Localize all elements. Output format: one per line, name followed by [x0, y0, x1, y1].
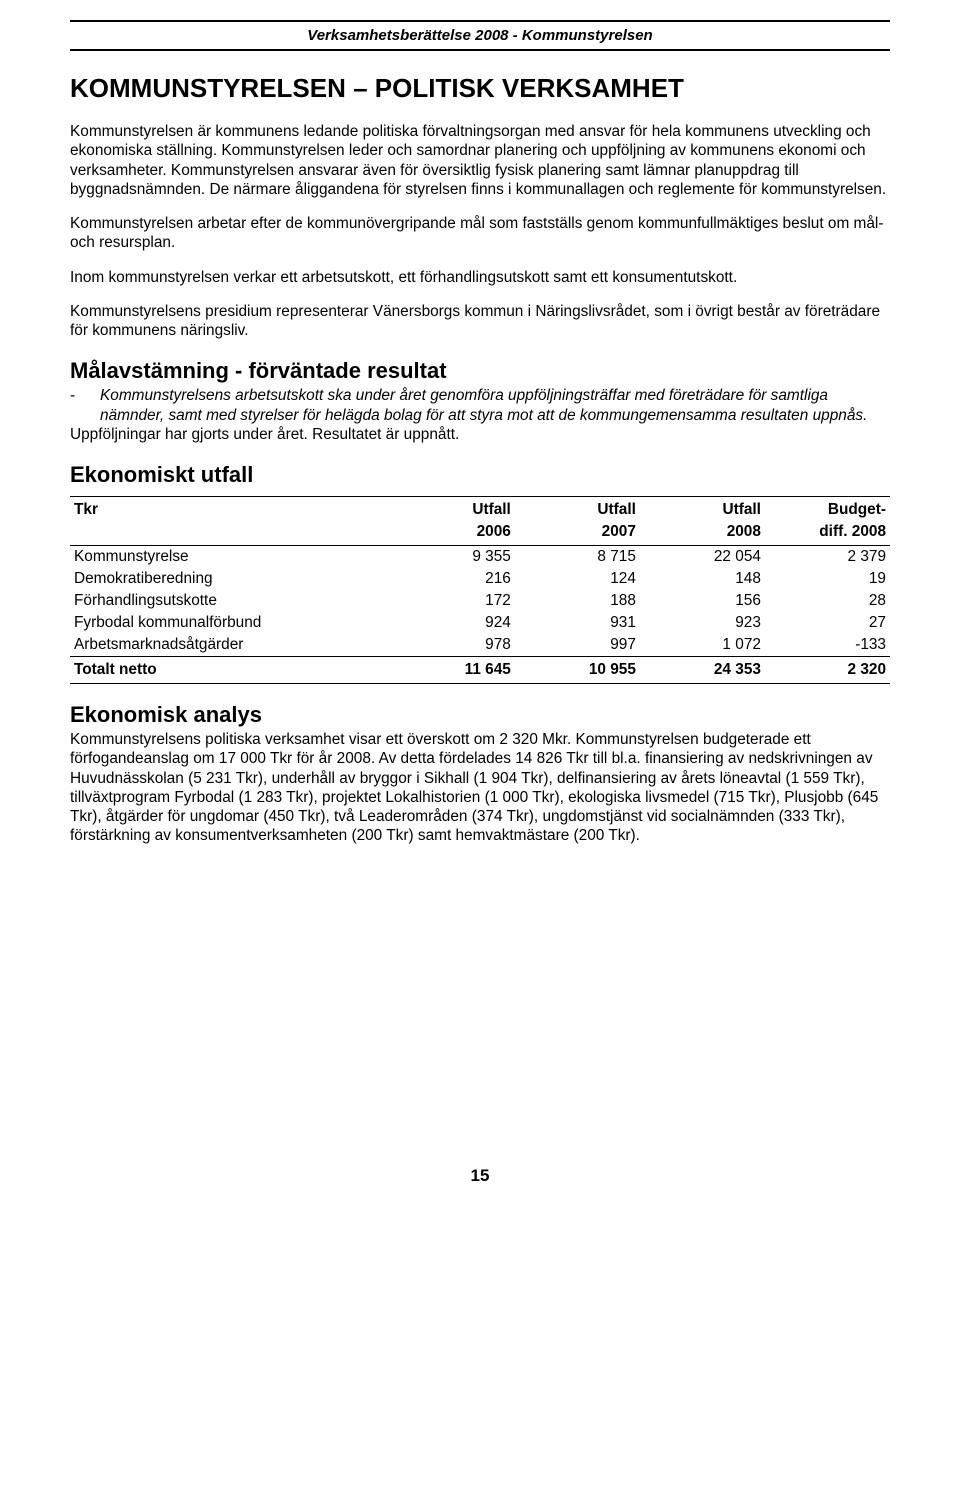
row-value: 148	[640, 568, 765, 590]
row-value: 1 072	[640, 634, 765, 657]
table-corner-blank	[70, 521, 390, 546]
analys-heading: Ekonomisk analys	[70, 702, 890, 728]
row-value: 978	[390, 634, 515, 657]
table-col-subhead: diff. 2008	[765, 521, 890, 546]
page-number: 15	[70, 1166, 890, 1186]
row-value: -133	[765, 634, 890, 657]
intro-paragraph-3: Inom kommunstyrelsen verkar ett arbetsut…	[70, 268, 890, 287]
table-col-head: Utfall	[640, 497, 765, 522]
row-value: 22 054	[640, 546, 765, 569]
row-value: 172	[390, 590, 515, 612]
row-value: 188	[515, 590, 640, 612]
running-header: Verksamhetsberättelse 2008 - Kommunstyre…	[70, 24, 890, 47]
row-value: 997	[515, 634, 640, 657]
table-col-subhead: 2007	[515, 521, 640, 546]
table-col-head: Budget-	[765, 497, 890, 522]
intro-paragraph-1: Kommunstyrelsen är kommunens ledande pol…	[70, 122, 890, 199]
row-value: 923	[640, 612, 765, 634]
total-label: Totalt netto	[70, 657, 390, 684]
table-row: Fyrbodal kommunalförbund 924 931 923 27	[70, 612, 890, 634]
row-value: 2 379	[765, 546, 890, 569]
row-label: Kommunstyrelse	[70, 546, 390, 569]
table-row: Förhandlingsutskotte 172 188 156 28	[70, 590, 890, 612]
table-row: Demokratiberedning 216 124 148 19	[70, 568, 890, 590]
row-label: Förhandlingsutskotte	[70, 590, 390, 612]
total-value: 10 955	[515, 657, 640, 684]
mal-followup: Uppföljningar har gjorts under året. Res…	[70, 425, 890, 444]
row-value: 27	[765, 612, 890, 634]
economy-table: Tkr Utfall Utfall Utfall Budget- 2006 20…	[70, 496, 890, 684]
mal-bullet-text: Kommunstyrelsens arbetsutskott ska under…	[100, 386, 890, 425]
row-value: 124	[515, 568, 640, 590]
row-value: 19	[765, 568, 890, 590]
table-total-row: Totalt netto 11 645 10 955 24 353 2 320	[70, 657, 890, 684]
row-label: Fyrbodal kommunalförbund	[70, 612, 390, 634]
row-value: 8 715	[515, 546, 640, 569]
row-value: 9 355	[390, 546, 515, 569]
table-col-subhead: 2008	[640, 521, 765, 546]
mal-bullet: - Kommunstyrelsens arbetsutskott ska und…	[70, 386, 890, 425]
table-col-head: Utfall	[515, 497, 640, 522]
total-value: 24 353	[640, 657, 765, 684]
analys-text: Kommunstyrelsens politiska verksamhet vi…	[70, 730, 890, 846]
row-value: 216	[390, 568, 515, 590]
row-value: 924	[390, 612, 515, 634]
total-value: 2 320	[765, 657, 890, 684]
intro-paragraph-2: Kommunstyrelsen arbetar efter de kommunö…	[70, 214, 890, 253]
intro-paragraph-4: Kommunstyrelsens presidium representerar…	[70, 302, 890, 341]
table-row: Kommunstyrelse 9 355 8 715 22 054 2 379	[70, 546, 890, 569]
total-value: 11 645	[390, 657, 515, 684]
row-label: Demokratiberedning	[70, 568, 390, 590]
row-label: Arbetsmarknadsåtgärder	[70, 634, 390, 657]
table-col-subhead: 2006	[390, 521, 515, 546]
table-row: Arbetsmarknadsåtgärder 978 997 1 072 -13…	[70, 634, 890, 657]
row-value: 28	[765, 590, 890, 612]
table-col-head: Utfall	[390, 497, 515, 522]
mal-heading: Målavstämning - förväntade resultat	[70, 358, 890, 384]
page-title: KOMMUNSTYRELSEN – POLITISK VERKSAMHET	[70, 73, 890, 104]
table-corner-label: Tkr	[70, 497, 390, 522]
ekonomiskt-heading: Ekonomiskt utfall	[70, 462, 890, 488]
bullet-dash-icon: -	[70, 386, 100, 425]
row-value: 156	[640, 590, 765, 612]
row-value: 931	[515, 612, 640, 634]
